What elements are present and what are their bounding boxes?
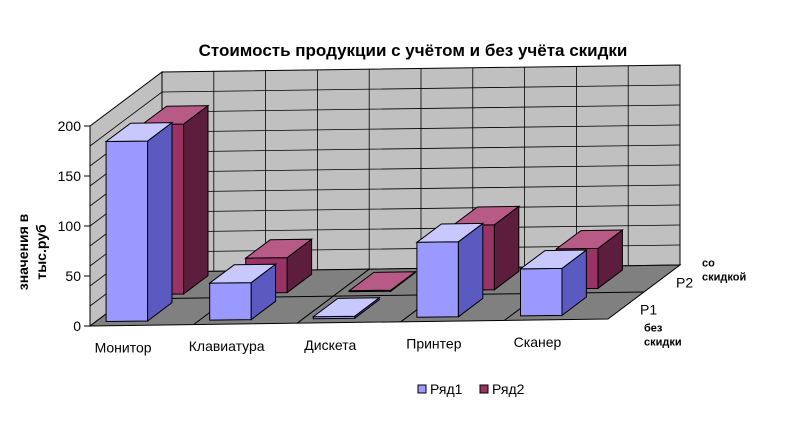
bar-front bbox=[416, 241, 459, 318]
bar-front bbox=[209, 282, 252, 321]
y-tick-label: 100 bbox=[58, 218, 82, 234]
row-label: Р2 bbox=[676, 275, 693, 291]
y-tick-label: 150 bbox=[58, 168, 82, 184]
row-label: Р1 bbox=[640, 302, 657, 318]
legend-label: Ряд1 bbox=[430, 381, 463, 397]
bar-top bbox=[104, 122, 174, 143]
bar-front bbox=[105, 140, 149, 323]
legend-swatch bbox=[417, 384, 427, 394]
legend-label: Ряд2 bbox=[492, 381, 525, 397]
category-label: Клавиатура bbox=[189, 338, 265, 354]
bar-Р1-Принтер bbox=[415, 222, 485, 318]
category-label: Сканер bbox=[514, 334, 562, 350]
row-labels: Р1 без скидки Р2 со скидкой bbox=[640, 258, 746, 349]
bar-top bbox=[415, 222, 485, 243]
bar-Р1-Клавиатура bbox=[208, 263, 278, 321]
category-labels: Монитор Клавиатура Дискета Принтер Сканер bbox=[95, 334, 562, 356]
row-note: со bbox=[702, 258, 715, 270]
y-axis-label-line-1: значения в bbox=[15, 213, 31, 290]
bar-top bbox=[244, 238, 314, 259]
row-note: скидки bbox=[644, 337, 682, 349]
category-label: Принтер bbox=[406, 335, 461, 351]
bar-top bbox=[347, 271, 417, 292]
legend-swatch bbox=[479, 384, 489, 394]
row-note: скидкой bbox=[702, 272, 746, 284]
y-tick-label: 200 bbox=[58, 118, 82, 134]
y-tick-labels: 0 50 100 150 200 bbox=[58, 118, 90, 334]
bar-top bbox=[208, 263, 278, 284]
gridline-horizontal bbox=[89, 84, 681, 147]
chart-title: Стоимость продукции с учётом и без учёта… bbox=[199, 41, 628, 60]
row-note: без bbox=[644, 323, 663, 335]
bar-Р1-Монитор bbox=[104, 121, 174, 323]
legend: Ряд1 Ряд2 bbox=[417, 381, 525, 397]
bar-top bbox=[311, 297, 381, 318]
y-axis-label-line-2: тыс.руб bbox=[33, 224, 49, 280]
bar-Р1-Сканер bbox=[518, 248, 588, 317]
bar-top bbox=[518, 249, 588, 270]
y-tick-label: 0 bbox=[73, 318, 81, 334]
bar-Р1-Дискета bbox=[311, 296, 381, 320]
y-axis-label: значения в тыс.руб bbox=[15, 213, 49, 290]
y-tick-label: 50 bbox=[65, 268, 81, 284]
bar-top bbox=[554, 229, 624, 250]
bar-Р2-Дискета bbox=[347, 270, 417, 293]
category-label: Дискета bbox=[304, 337, 356, 353]
chart-bars bbox=[104, 104, 624, 323]
bar-side bbox=[147, 121, 173, 323]
bar-front bbox=[520, 267, 563, 317]
category-label: Монитор bbox=[95, 340, 152, 356]
bar-side bbox=[183, 104, 209, 296]
